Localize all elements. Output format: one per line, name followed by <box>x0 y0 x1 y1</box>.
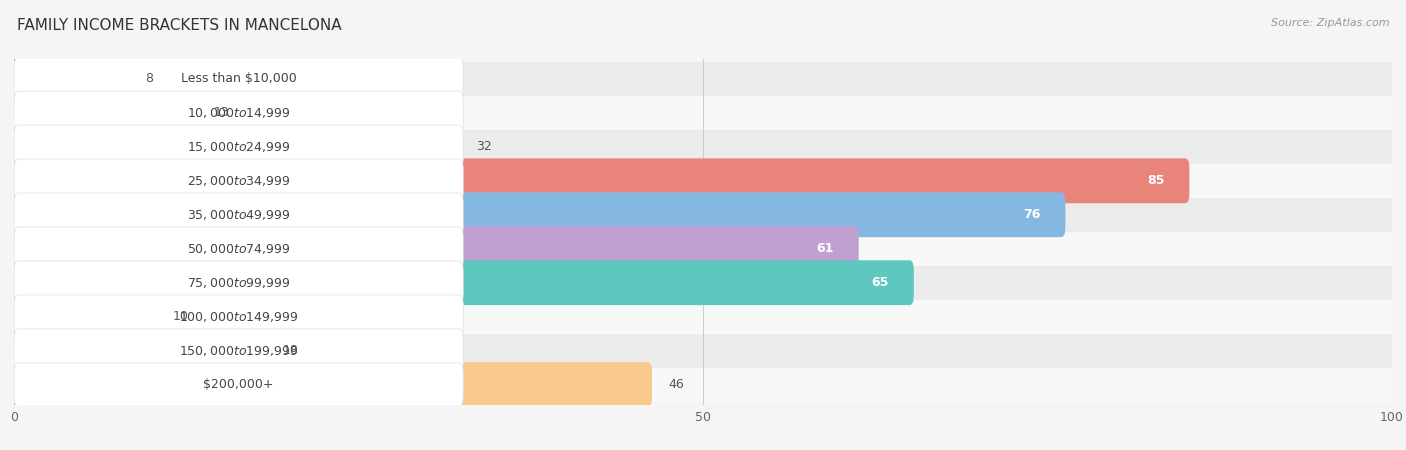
Bar <box>0 130 1406 164</box>
Bar <box>0 333 1406 368</box>
FancyBboxPatch shape <box>14 91 463 135</box>
FancyBboxPatch shape <box>10 226 859 271</box>
Text: 61: 61 <box>817 242 834 255</box>
FancyBboxPatch shape <box>10 260 914 305</box>
FancyBboxPatch shape <box>10 328 266 373</box>
Text: 65: 65 <box>872 276 889 289</box>
Text: $150,000 to $199,999: $150,000 to $199,999 <box>179 344 298 358</box>
Bar <box>0 96 1406 130</box>
Text: $75,000 to $99,999: $75,000 to $99,999 <box>187 276 291 290</box>
Text: FAMILY INCOME BRACKETS IN MANCELONA: FAMILY INCOME BRACKETS IN MANCELONA <box>17 18 342 33</box>
FancyBboxPatch shape <box>10 124 460 169</box>
FancyBboxPatch shape <box>14 57 463 101</box>
Text: $35,000 to $49,999: $35,000 to $49,999 <box>187 208 291 222</box>
FancyBboxPatch shape <box>10 192 1066 237</box>
FancyBboxPatch shape <box>14 261 463 305</box>
Bar <box>0 266 1406 300</box>
Text: 46: 46 <box>669 378 685 391</box>
Bar <box>0 232 1406 266</box>
Text: 85: 85 <box>1147 174 1164 187</box>
Text: 10: 10 <box>173 310 188 323</box>
FancyBboxPatch shape <box>14 159 463 202</box>
Text: 18: 18 <box>283 344 298 357</box>
Text: 76: 76 <box>1024 208 1040 221</box>
Text: 8: 8 <box>145 72 153 86</box>
FancyBboxPatch shape <box>14 295 463 338</box>
Text: $25,000 to $34,999: $25,000 to $34,999 <box>187 174 291 188</box>
Text: 13: 13 <box>214 106 229 119</box>
FancyBboxPatch shape <box>10 158 1189 203</box>
FancyBboxPatch shape <box>10 56 128 101</box>
Text: $10,000 to $14,999: $10,000 to $14,999 <box>187 106 291 120</box>
Bar <box>0 368 1406 401</box>
FancyBboxPatch shape <box>10 362 652 407</box>
Text: $15,000 to $24,999: $15,000 to $24,999 <box>187 140 291 154</box>
FancyBboxPatch shape <box>10 90 197 135</box>
Text: Source: ZipAtlas.com: Source: ZipAtlas.com <box>1271 18 1389 28</box>
FancyBboxPatch shape <box>14 125 463 169</box>
FancyBboxPatch shape <box>14 329 463 373</box>
Text: Less than $10,000: Less than $10,000 <box>181 72 297 86</box>
Bar <box>0 62 1406 96</box>
Text: $200,000+: $200,000+ <box>204 378 274 391</box>
Bar <box>0 164 1406 198</box>
Text: $50,000 to $74,999: $50,000 to $74,999 <box>187 242 291 256</box>
FancyBboxPatch shape <box>14 363 463 406</box>
FancyBboxPatch shape <box>10 294 156 339</box>
FancyBboxPatch shape <box>14 227 463 270</box>
FancyBboxPatch shape <box>14 193 463 237</box>
Text: 32: 32 <box>475 140 492 153</box>
Bar <box>0 300 1406 333</box>
Bar <box>0 198 1406 232</box>
Text: $100,000 to $149,999: $100,000 to $149,999 <box>179 310 298 324</box>
